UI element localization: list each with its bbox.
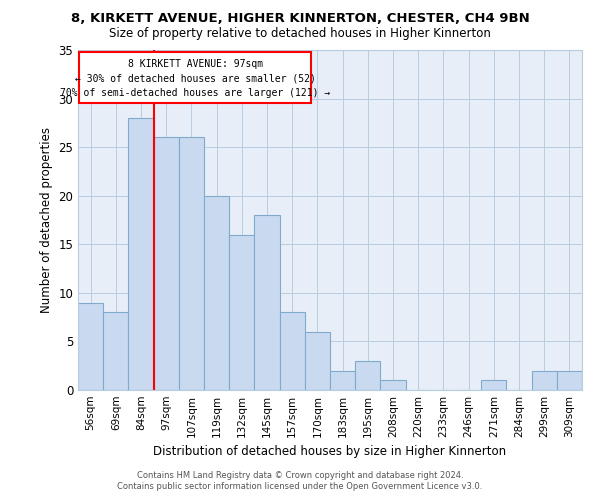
Bar [254,215,280,390]
Bar [103,312,128,390]
Bar [557,370,582,390]
FancyBboxPatch shape [79,52,311,104]
Text: ← 30% of detached houses are smaller (52): ← 30% of detached houses are smaller (52… [75,74,316,84]
Bar [128,118,154,390]
Bar [481,380,506,390]
Bar [380,380,406,390]
Bar [330,370,355,390]
Text: 8 KIRKETT AVENUE: 97sqm: 8 KIRKETT AVENUE: 97sqm [128,58,263,68]
Text: Contains public sector information licensed under the Open Government Licence v3: Contains public sector information licen… [118,482,482,491]
Bar [532,370,557,390]
Bar [204,196,229,390]
Bar [78,302,103,390]
X-axis label: Distribution of detached houses by size in Higher Kinnerton: Distribution of detached houses by size … [154,446,506,458]
Bar [229,234,254,390]
Bar [280,312,305,390]
Text: 70% of semi-detached houses are larger (121) →: 70% of semi-detached houses are larger (… [60,88,331,98]
Text: Contains HM Land Registry data © Crown copyright and database right 2024.: Contains HM Land Registry data © Crown c… [137,471,463,480]
Bar [355,361,380,390]
Bar [179,138,204,390]
Bar [305,332,330,390]
Y-axis label: Number of detached properties: Number of detached properties [40,127,53,313]
Text: 8, KIRKETT AVENUE, HIGHER KINNERTON, CHESTER, CH4 9BN: 8, KIRKETT AVENUE, HIGHER KINNERTON, CHE… [71,12,529,26]
Bar [154,138,179,390]
Text: Size of property relative to detached houses in Higher Kinnerton: Size of property relative to detached ho… [109,28,491,40]
